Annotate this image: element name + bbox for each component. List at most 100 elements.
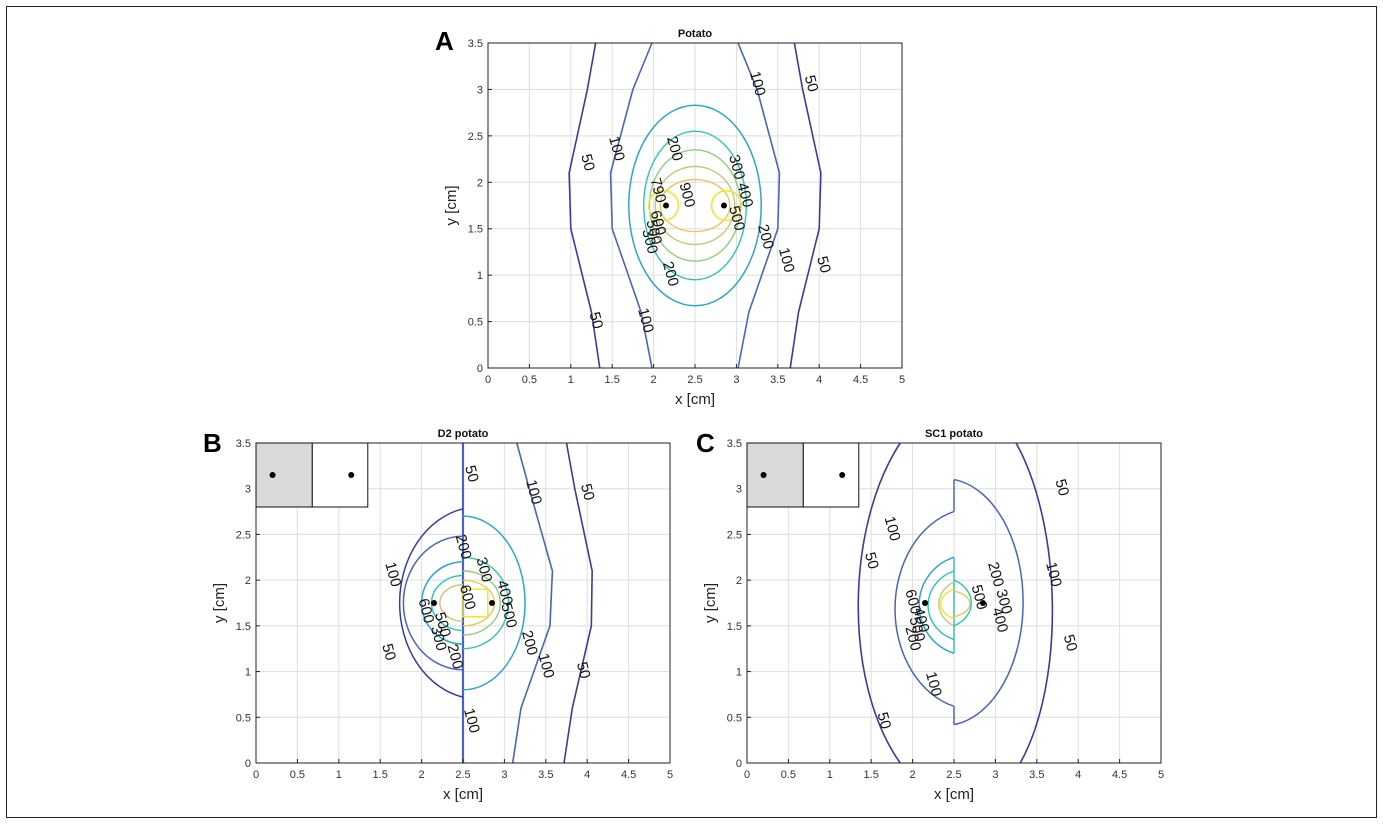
x-tick-label: 4.5 <box>1112 769 1127 781</box>
contour-300-right <box>462 556 510 650</box>
contour-label: 100 <box>460 706 483 735</box>
y-tick-label: 1 <box>477 270 483 282</box>
x-tick-label: 1.5 <box>373 769 388 781</box>
contour-50-left <box>568 42 601 369</box>
y-tick-label: 3.5 <box>236 438 251 450</box>
contour-label: 50 <box>801 73 822 94</box>
contour-600 <box>659 178 731 233</box>
x-tick-label: 3 <box>733 374 739 386</box>
x-tick-label: 5 <box>899 374 905 386</box>
contour-label: 100 <box>775 246 798 275</box>
x-tick-label: 2 <box>419 769 425 781</box>
y-tick-label: 2 <box>245 575 251 587</box>
contour-50-right <box>563 442 593 764</box>
x-tick-label: 3.5 <box>1029 769 1044 781</box>
contour-500 <box>654 165 736 246</box>
contour-label: 200 <box>901 624 924 653</box>
contour-300-left <box>927 570 955 641</box>
x-tick-label: 4.5 <box>853 374 868 386</box>
contour-600-right <box>953 590 971 618</box>
contour-label: 200 <box>659 260 682 289</box>
contour-label: 500 <box>905 615 928 644</box>
contour-label: 100 <box>381 560 404 589</box>
x-tick-label: 0 <box>485 374 491 386</box>
contour-label: 100 <box>535 652 558 681</box>
x-tick-label: 2 <box>910 769 916 781</box>
y-tick-label: 2.5 <box>236 529 251 541</box>
x-tick-label: 4 <box>584 769 590 781</box>
y-tick-label: 2 <box>736 575 742 587</box>
x-tick-label: 4 <box>1075 769 1081 781</box>
contour-label: 500 <box>431 610 454 639</box>
contour-label: 100 <box>522 478 545 507</box>
inset-electrode-dot <box>269 472 276 478</box>
x-tick-label: 2.5 <box>687 374 702 386</box>
contour-label: 400 <box>910 606 933 635</box>
x-tick-label: 2 <box>651 374 657 386</box>
contour-label: 900 <box>675 181 698 210</box>
y-tick-label: 2 <box>477 177 483 189</box>
contour-label: 50 <box>461 464 482 485</box>
contour-200 <box>628 104 762 307</box>
inset-cell-left <box>255 442 313 508</box>
x-tick-label: 4.5 <box>621 769 636 781</box>
contour-label: 300 <box>472 556 495 585</box>
contour-high-right <box>710 189 743 222</box>
contour-label: 50 <box>577 152 598 173</box>
contour-400 <box>648 149 742 262</box>
x-tick-label: 4 <box>816 374 822 386</box>
contour-high-left <box>939 588 955 620</box>
inset-electrode-dot <box>348 472 355 478</box>
contour-label: 500 <box>642 218 665 247</box>
y-tick-label: 3 <box>477 84 483 96</box>
contour-label: 500 <box>725 204 748 233</box>
y-axis-label: y [cm] <box>211 583 228 623</box>
y-tick-label: 0.5 <box>236 712 251 724</box>
y-tick-label: 0.5 <box>468 317 483 329</box>
contour-label: 200 <box>443 642 466 671</box>
x-tick-label: 1.5 <box>605 374 620 386</box>
inset-cell-left <box>746 442 804 508</box>
contour-100-left <box>894 510 955 708</box>
electrode-dot <box>979 600 986 606</box>
contour-label: 200 <box>984 560 1007 589</box>
y-tick-label: 0 <box>245 758 251 770</box>
contour-label: 50 <box>1051 477 1072 498</box>
x-tick-label: 2.5 <box>455 769 470 781</box>
contour-label: 100 <box>605 134 628 163</box>
contour-label: 100 <box>922 670 945 699</box>
contour-label: 790 <box>646 176 669 205</box>
electrode-dot <box>720 202 727 209</box>
figure-canvas: 0 0.5 1 1.5 2 2.5 3 3.5 4 4.5 500.511.522.533.5x [… <box>203 26 1164 803</box>
contour-label: 200 <box>754 223 777 252</box>
x-tick-label: 0 <box>253 769 259 781</box>
contour-label: 200 <box>518 629 541 658</box>
contour-500-left <box>439 584 464 622</box>
panel-b: 0 0.5 1 1.5 2 2.5 3 3.5 4 4.5 500.511.522.533.5x [… <box>203 428 673 803</box>
inset-electrode-dot <box>760 472 767 478</box>
x-axis-label: x [cm] <box>675 391 715 408</box>
y-tick-label: 1 <box>736 667 742 679</box>
panel-a: 0 0.5 1 1.5 2 2.5 3 3.5 4 4.5 500.511.522.533.5x [… <box>435 26 905 408</box>
contour-500-left <box>938 581 955 627</box>
y-tick-label: 0 <box>736 758 742 770</box>
electrode-dot <box>922 600 929 606</box>
x-axis-label: x [cm] <box>934 786 974 803</box>
x-tick-label: 0 <box>744 769 750 781</box>
panel-letter: C <box>696 428 715 458</box>
x-tick-label: 5 <box>667 769 673 781</box>
contour-200-left <box>420 561 464 645</box>
y-tick-label: 1.5 <box>236 621 251 633</box>
x-tick-label: 3 <box>992 769 998 781</box>
y-tick-label: 3.5 <box>727 438 742 450</box>
contour-50-left <box>398 508 464 698</box>
contour-label: 500 <box>497 601 520 630</box>
x-tick-label: 1 <box>568 374 574 386</box>
electrode-dot <box>488 600 495 606</box>
contour-high-left <box>647 189 680 222</box>
contour-label: 300 <box>992 588 1015 617</box>
y-tick-label: 1.5 <box>468 224 483 236</box>
inset-cell-right <box>311 442 369 508</box>
contour-label: 50 <box>585 310 606 331</box>
contour-label: 300 <box>427 624 450 653</box>
